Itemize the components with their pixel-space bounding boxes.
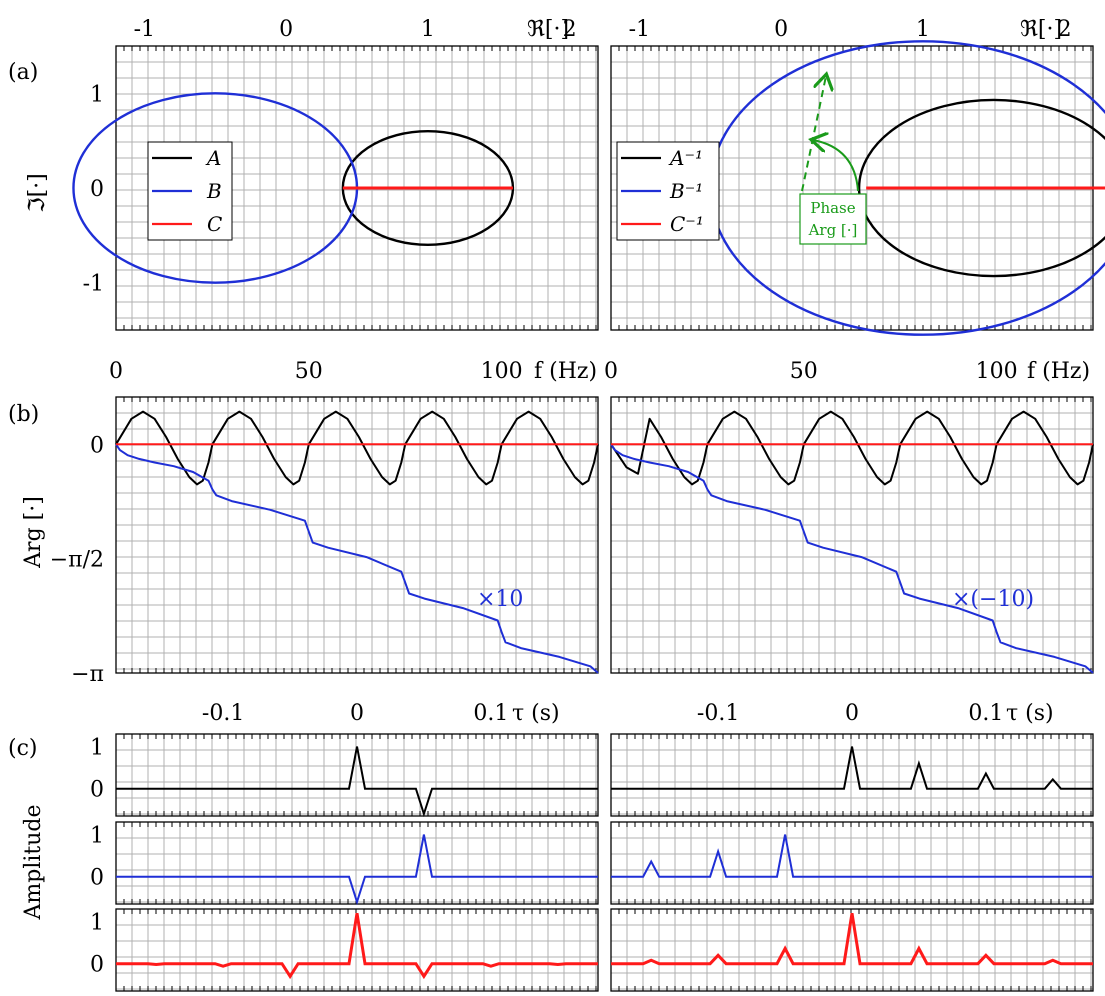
series-A⁻¹-curve (857, 98, 1105, 278)
legend-a-right: A⁻¹ B⁻¹ C⁻¹ (616, 141, 720, 241)
panel-b-right-plot: 0 50 100 (604, 359, 1094, 674)
series-A-impulse-left (116, 746, 598, 818)
a-xtick-label: 2 (1058, 17, 1072, 42)
series-C-impulse-right (611, 912, 1093, 966)
b-left-xlabel: f (Hz) (534, 359, 597, 384)
a-xtick-label: 2 (563, 17, 577, 42)
series-A-line (610, 410, 1094, 486)
phase-dashed-arrow (801, 76, 826, 192)
a-xtick-label: 1 (916, 17, 930, 42)
b-left-frame (115, 396, 599, 674)
panel-label-a: (a) (8, 60, 38, 85)
phase-annotation: Phase Arg [·] (799, 76, 867, 245)
b-xtick-label: 0 (109, 359, 123, 384)
c-xtick-label: 0 (350, 701, 364, 726)
series-B-line (115, 443, 599, 674)
c-B-left-frame (115, 821, 599, 905)
panel-b-left-plot: 0 50 100 0 −π/2 −π (50, 359, 599, 687)
c-ytick-label: 0 (90, 866, 104, 891)
panel-a-left-plot: -1 0 1 2 1 0 -1 (72, 17, 599, 331)
phase-label-line1: Phase (810, 199, 855, 217)
legend-label-c: C (207, 212, 222, 236)
legend-a-left: A B C (147, 141, 233, 241)
series-B-impulse-right (611, 834, 1093, 878)
c-ytick-label: 0 (90, 778, 104, 803)
c-xtick-label: -0.1 (202, 701, 244, 726)
b-xtick-label: 0 (604, 359, 618, 384)
c-xtick-label: 0.1 (968, 701, 1003, 726)
series-A-line (115, 410, 599, 486)
c-ylabel: Amplitude (21, 804, 46, 920)
a-left-frame (115, 45, 599, 331)
phase-label-line2: Arg [·] (808, 221, 858, 239)
b-xtick-label: 50 (790, 359, 818, 384)
a-left-xlabel: ℜ[·] (527, 17, 569, 42)
legend-label-a-inv: A⁻¹ (668, 146, 703, 170)
panel-c-plots: 1 0 -0.1 0 0.1 -0.1 0 0.1 1 0 1 0 (90, 701, 1094, 992)
c-B-right-frame (610, 821, 1094, 905)
b-right-scale-note: ×(−10) (952, 587, 1034, 612)
c-A-left-frame (115, 733, 599, 817)
a-ytick-label: 1 (90, 82, 104, 107)
panel-label-b: (b) (8, 402, 39, 427)
legend-label-b: B (206, 179, 222, 203)
c-xtick-label: 0 (845, 701, 859, 726)
a-xtick-label: 0 (774, 17, 788, 42)
a-xtick-label: -1 (629, 17, 650, 42)
b-xtick-label: 50 (295, 359, 323, 384)
c-ytick-label: 0 (90, 953, 104, 978)
legend-label-c-inv: C⁻¹ (670, 212, 704, 236)
c-A-right-frame (610, 733, 1094, 817)
a-ytick-label: -1 (83, 272, 104, 297)
a-right-xlabel: ℜ[·] (1020, 17, 1062, 42)
b-left-scale-note: ×10 (477, 587, 523, 612)
series-A-impulse-right (611, 746, 1093, 790)
a-xtick-label: 1 (421, 17, 435, 42)
panel-a-right-plot: -1 0 1 2 (610, 17, 1105, 336)
b-ytick-label: −π (71, 662, 104, 687)
b-right-xlabel: f (Hz) (1027, 359, 1090, 384)
phase-arc-arrow (813, 140, 859, 192)
a-xtick-label: 0 (279, 17, 293, 42)
series-B-impulse-left (116, 834, 598, 906)
legend-label-a: A (205, 146, 221, 170)
legend-label-b-inv: B⁻¹ (669, 179, 703, 203)
a-ylabel: ℑ[·] (25, 173, 50, 213)
b-xtick-label: 100 (481, 359, 523, 384)
b-ylabel: Arg [·] (21, 496, 46, 569)
c-xtick-label: 0.1 (473, 701, 508, 726)
b-ytick-label: 0 (90, 433, 104, 458)
c-right-xlabel: τ (s) (1006, 701, 1054, 726)
c-ytick-label: 1 (90, 911, 104, 936)
c-C-left-frame (115, 908, 599, 992)
c-ytick-label: 1 (90, 824, 104, 849)
b-right-frame (610, 396, 1094, 674)
panel-label-c: (c) (8, 736, 38, 761)
c-left-xlabel: τ (s) (512, 701, 560, 726)
series-C-impulse-left (116, 912, 598, 980)
c-C-right-frame (610, 908, 1094, 992)
a-xtick-label: -1 (134, 17, 155, 42)
b-ytick-label: −π/2 (50, 548, 104, 573)
a-ytick-label: 0 (90, 177, 104, 202)
series-B-line (610, 443, 1094, 674)
c-ytick-label: 1 (90, 736, 104, 761)
b-xtick-label: 100 (976, 359, 1018, 384)
c-xtick-label: -0.1 (697, 701, 739, 726)
